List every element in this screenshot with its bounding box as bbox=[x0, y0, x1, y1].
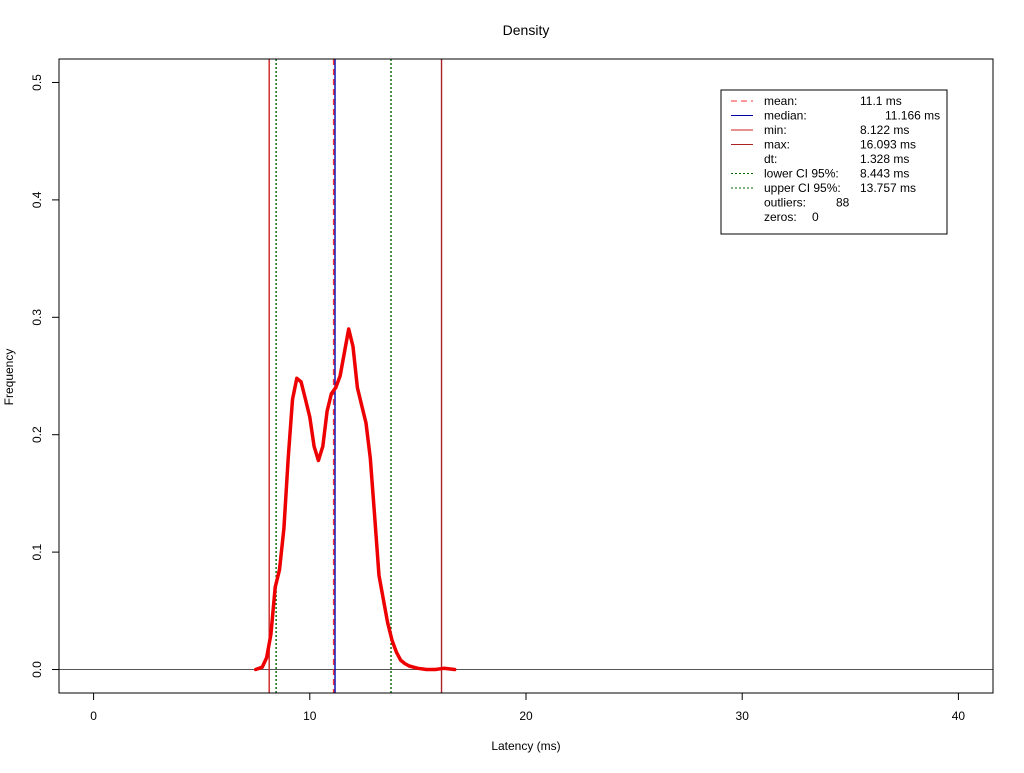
y-tick-label: 0.0 bbox=[30, 661, 44, 678]
legend-value: 0 bbox=[812, 210, 819, 224]
legend-label: median: bbox=[764, 109, 807, 123]
y-tick-label: 0.2 bbox=[30, 426, 44, 443]
y-axis: 0.0 0.1 0.2 0.3 0.4 0.5 bbox=[30, 74, 60, 678]
chart-title: Density bbox=[503, 22, 550, 38]
legend-label: upper CI 95%: bbox=[764, 181, 841, 195]
x-tick-label: 30 bbox=[736, 709, 750, 723]
y-tick-label: 0.5 bbox=[30, 74, 44, 91]
y-axis-label: Frequency bbox=[2, 349, 16, 406]
y-tick-label: 0.4 bbox=[30, 191, 44, 208]
legend-label: max: bbox=[764, 138, 790, 152]
legend-value: 8.443 ms bbox=[860, 167, 909, 181]
legend-value: 11.1 ms bbox=[860, 94, 902, 108]
y-tick-label: 0.1 bbox=[30, 543, 44, 560]
legend-label: min: bbox=[764, 123, 787, 137]
legend-value: 11.166 ms bbox=[885, 109, 940, 123]
density-curve bbox=[253, 327, 457, 672]
legend-label: lower CI 95%: bbox=[764, 167, 839, 181]
legend: mean: 11.1 ms median: 11.166 ms min: 8.122 ms… bbox=[720, 89, 948, 235]
legend-box bbox=[720, 89, 948, 235]
legend-label: mean: bbox=[764, 94, 797, 108]
y-tick-label: 0.3 bbox=[30, 309, 44, 326]
x-tick-label: 0 bbox=[90, 709, 97, 723]
legend-label: outliers: bbox=[764, 196, 806, 210]
legend-label: zeros: bbox=[764, 210, 797, 224]
x-axis: 0 10 20 30 40 bbox=[90, 692, 966, 723]
legend-value: 16.093 ms bbox=[860, 138, 916, 152]
x-tick-label: 10 bbox=[303, 709, 317, 723]
legend-value: 88 bbox=[836, 196, 850, 210]
legend-value: 13.757 ms bbox=[860, 181, 916, 195]
density-curve-layer bbox=[253, 327, 457, 672]
x-tick-label: 40 bbox=[952, 709, 966, 723]
legend-value: 1.328 ms bbox=[860, 152, 909, 166]
x-axis-label: Latency (ms) bbox=[491, 739, 560, 753]
legend-label: dt: bbox=[764, 152, 777, 166]
x-tick-label: 20 bbox=[519, 709, 533, 723]
legend-value: 8.122 ms bbox=[860, 123, 909, 137]
